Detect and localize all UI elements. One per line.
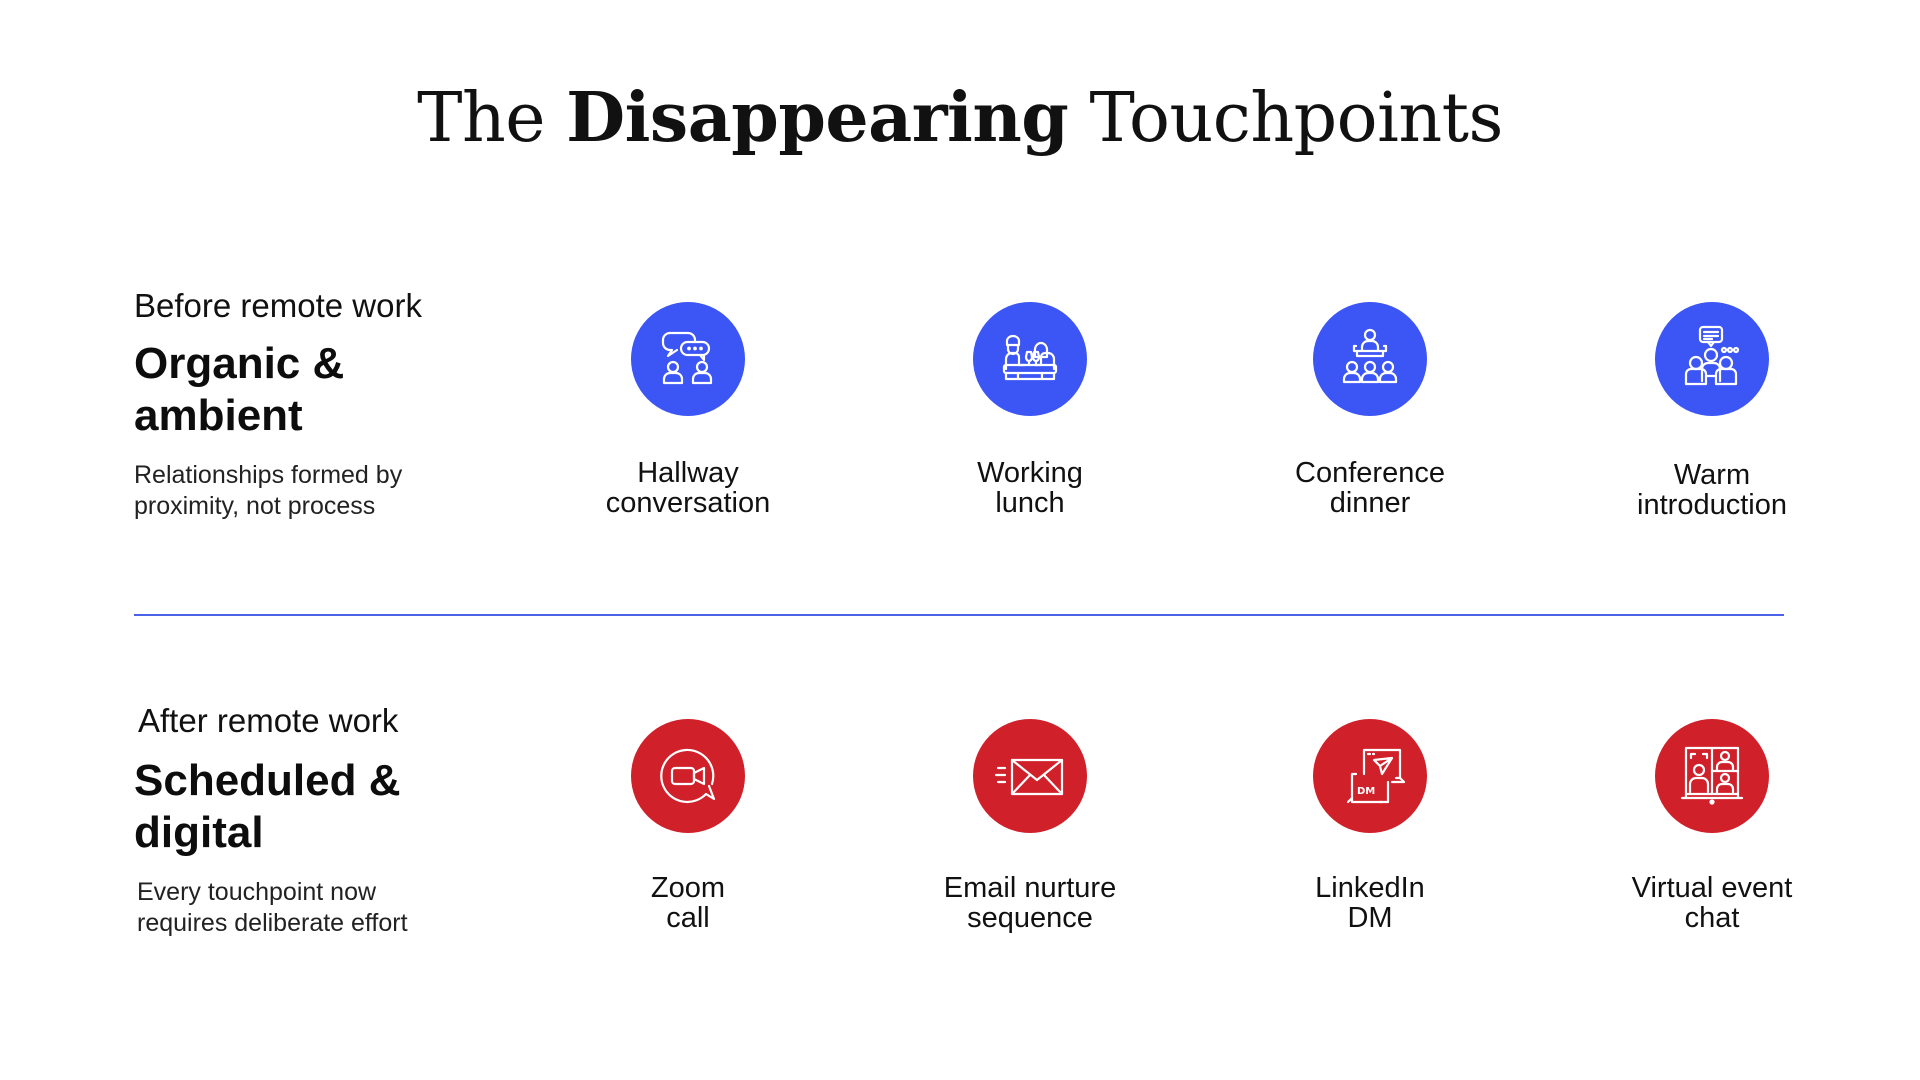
group-introduction-icon bbox=[1655, 302, 1769, 416]
touchpoint-label: Working lunch bbox=[880, 458, 1180, 518]
after-headline-line2: digital bbox=[134, 808, 264, 857]
label-line1: LinkedIn bbox=[1315, 872, 1425, 904]
video-call-icon bbox=[631, 719, 745, 833]
label-line1: Zoom bbox=[650, 872, 726, 904]
after-description: Every touchpoint now requires deliberate… bbox=[134, 877, 494, 939]
before-description: Relationships formed by proximity, not p… bbox=[134, 460, 494, 522]
email-icon bbox=[973, 719, 1087, 833]
touchpoint-warm-introduction: Warm introduction bbox=[1562, 302, 1862, 520]
before-desc-line2: proximity, not process bbox=[134, 492, 376, 520]
conversation-icon bbox=[631, 302, 745, 416]
label-line2: introduction bbox=[1637, 489, 1787, 521]
virtual-meeting-icon bbox=[1655, 719, 1769, 833]
before-headline: Organic & ambient bbox=[134, 338, 494, 442]
title-emphasis: Disappearing bbox=[566, 78, 1069, 158]
after-headline-line1: Scheduled & bbox=[134, 756, 401, 805]
after-desc-line2: requires deliberate effort bbox=[137, 909, 408, 937]
label-line1: Virtual event bbox=[1631, 872, 1793, 904]
page-title: The Disappearing Touchpoints bbox=[0, 78, 1920, 158]
label-line1: Conference bbox=[1295, 457, 1445, 489]
label-line2: sequence bbox=[967, 902, 1093, 934]
touchpoint-label: Hallway conversation bbox=[538, 458, 838, 518]
touchpoint-label: Zoom call bbox=[538, 873, 838, 933]
title-prefix: The bbox=[417, 79, 567, 158]
before-eyebrow: Before remote work bbox=[134, 287, 422, 324]
touchpoint-zoom-call: Zoom call bbox=[538, 719, 838, 933]
label-line2: call bbox=[666, 902, 710, 934]
section-divider bbox=[134, 614, 1784, 616]
before-headline-line2: ambient bbox=[134, 391, 303, 440]
label-line1: Email nurture bbox=[943, 872, 1117, 904]
touchpoint-linkedin-dm: DM LinkedIn DM bbox=[1220, 719, 1520, 933]
label-line2: DM bbox=[1347, 902, 1393, 934]
touchpoint-virtual-event-chat: Virtual event chat bbox=[1562, 719, 1862, 933]
touchpoint-working-lunch: Working lunch bbox=[880, 302, 1180, 518]
title-suffix: Touchpoints bbox=[1068, 79, 1503, 158]
svg-text:DM: DM bbox=[1357, 786, 1375, 797]
label-line1: Working bbox=[977, 457, 1083, 489]
label-line1: Warm bbox=[1673, 459, 1751, 491]
touchpoint-label: Email nurture sequence bbox=[880, 873, 1180, 933]
direct-message-icon: DM bbox=[1313, 719, 1427, 833]
after-desc-line1: Every touchpoint now bbox=[137, 878, 377, 906]
label-line2: conversation bbox=[605, 487, 771, 519]
label-line2: lunch bbox=[995, 487, 1065, 519]
touchpoint-label: Conference dinner bbox=[1220, 458, 1520, 518]
touchpoint-label: Warm introduction bbox=[1562, 460, 1862, 520]
after-section-label: After remote work Scheduled & digital Ev… bbox=[134, 701, 494, 939]
before-headline-line1: Organic & bbox=[134, 339, 345, 388]
after-headline: Scheduled & digital bbox=[134, 755, 494, 859]
touchpoint-email-nurture: Email nurture sequence bbox=[880, 719, 1180, 933]
after-eyebrow: After remote work bbox=[138, 702, 399, 739]
dining-table-icon bbox=[973, 302, 1087, 416]
touchpoint-hallway-conversation: Hallway conversation bbox=[538, 302, 838, 518]
label-line1: Hallway bbox=[637, 457, 739, 489]
touchpoint-conference-dinner: Conference dinner bbox=[1220, 302, 1520, 518]
before-section-label: Before remote work Organic & ambient Rel… bbox=[134, 286, 494, 522]
label-line2: dinner bbox=[1329, 487, 1411, 519]
conference-audience-icon bbox=[1313, 302, 1427, 416]
touchpoint-label: LinkedIn DM bbox=[1220, 873, 1520, 933]
label-line2: chat bbox=[1684, 902, 1740, 934]
touchpoint-label: Virtual event chat bbox=[1562, 873, 1862, 933]
before-desc-line1: Relationships formed by bbox=[134, 461, 403, 489]
